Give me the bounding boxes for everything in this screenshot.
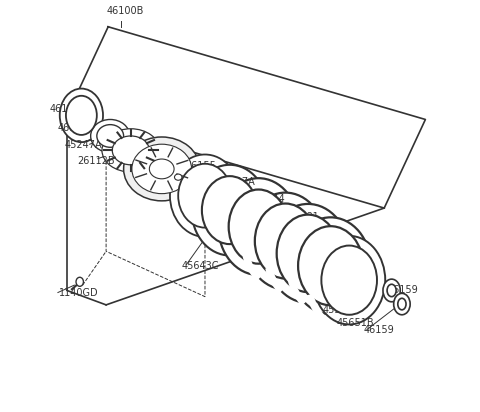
Ellipse shape: [387, 284, 396, 297]
Text: 46100B: 46100B: [106, 7, 144, 16]
Text: 45651B: 45651B: [337, 318, 374, 328]
Ellipse shape: [124, 137, 200, 201]
Text: 46158: 46158: [49, 104, 81, 114]
Ellipse shape: [97, 125, 124, 147]
Text: 45577A: 45577A: [323, 305, 360, 315]
Text: 45681: 45681: [288, 212, 319, 222]
Ellipse shape: [175, 174, 182, 180]
Ellipse shape: [276, 215, 339, 292]
Ellipse shape: [76, 277, 84, 286]
Ellipse shape: [170, 154, 240, 237]
Ellipse shape: [149, 159, 174, 179]
Ellipse shape: [178, 164, 232, 227]
Text: 46155: 46155: [186, 161, 216, 171]
Ellipse shape: [91, 119, 130, 152]
Ellipse shape: [255, 204, 316, 279]
Ellipse shape: [394, 293, 410, 315]
Text: 46159: 46159: [387, 286, 418, 295]
Text: 46159: 46159: [364, 325, 395, 335]
Ellipse shape: [322, 246, 377, 315]
Ellipse shape: [313, 236, 385, 325]
Ellipse shape: [228, 190, 288, 264]
Ellipse shape: [202, 176, 257, 244]
Ellipse shape: [383, 279, 400, 302]
Ellipse shape: [102, 129, 160, 172]
Ellipse shape: [66, 96, 97, 135]
Text: 45247A: 45247A: [65, 140, 103, 150]
Ellipse shape: [112, 136, 149, 165]
Ellipse shape: [267, 204, 349, 303]
Ellipse shape: [192, 165, 268, 255]
Ellipse shape: [132, 144, 192, 194]
Text: 45527A: 45527A: [217, 177, 255, 187]
Text: 1140GD: 1140GD: [59, 288, 98, 298]
Text: 26112B: 26112B: [77, 156, 115, 166]
Ellipse shape: [218, 178, 299, 275]
Ellipse shape: [398, 298, 406, 310]
Ellipse shape: [245, 193, 325, 290]
Text: 46131: 46131: [58, 123, 88, 133]
Ellipse shape: [60, 89, 103, 142]
Ellipse shape: [290, 218, 371, 314]
Text: 45644: 45644: [254, 194, 285, 204]
Text: 45643C: 45643C: [181, 261, 219, 271]
Ellipse shape: [298, 226, 363, 305]
